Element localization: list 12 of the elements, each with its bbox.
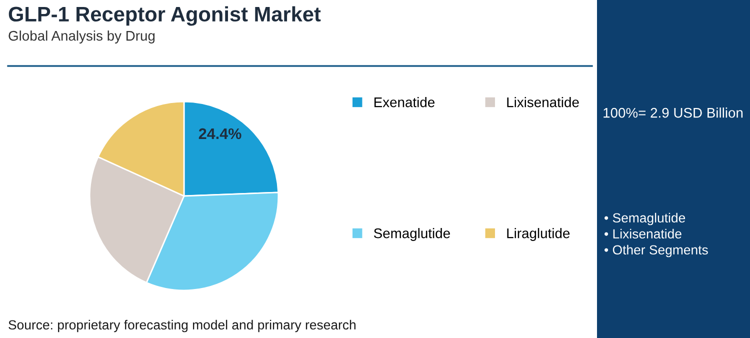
text: 100%= 2.9 USD Billion [604,108,743,118]
data-label: 24.4% [198,128,242,140]
source-note: Source: proprietary forecasting model and primary research [8,320,356,332]
text: • Semaglutide [604,212,686,226]
legend-label: Semaglutide [374,228,450,241]
legend-label: Lixisenatide [507,97,579,108]
legend-label: Liraglutide [507,228,570,241]
text: • Other Segments [604,244,708,258]
chart-subtitle: Global Analysis by Drug [8,30,155,44]
chart-title: GLP-1 Receptor Agonist Market [8,6,321,26]
legend-label: Exenatide [374,97,434,108]
text: • Lixisenatide [604,228,682,239]
